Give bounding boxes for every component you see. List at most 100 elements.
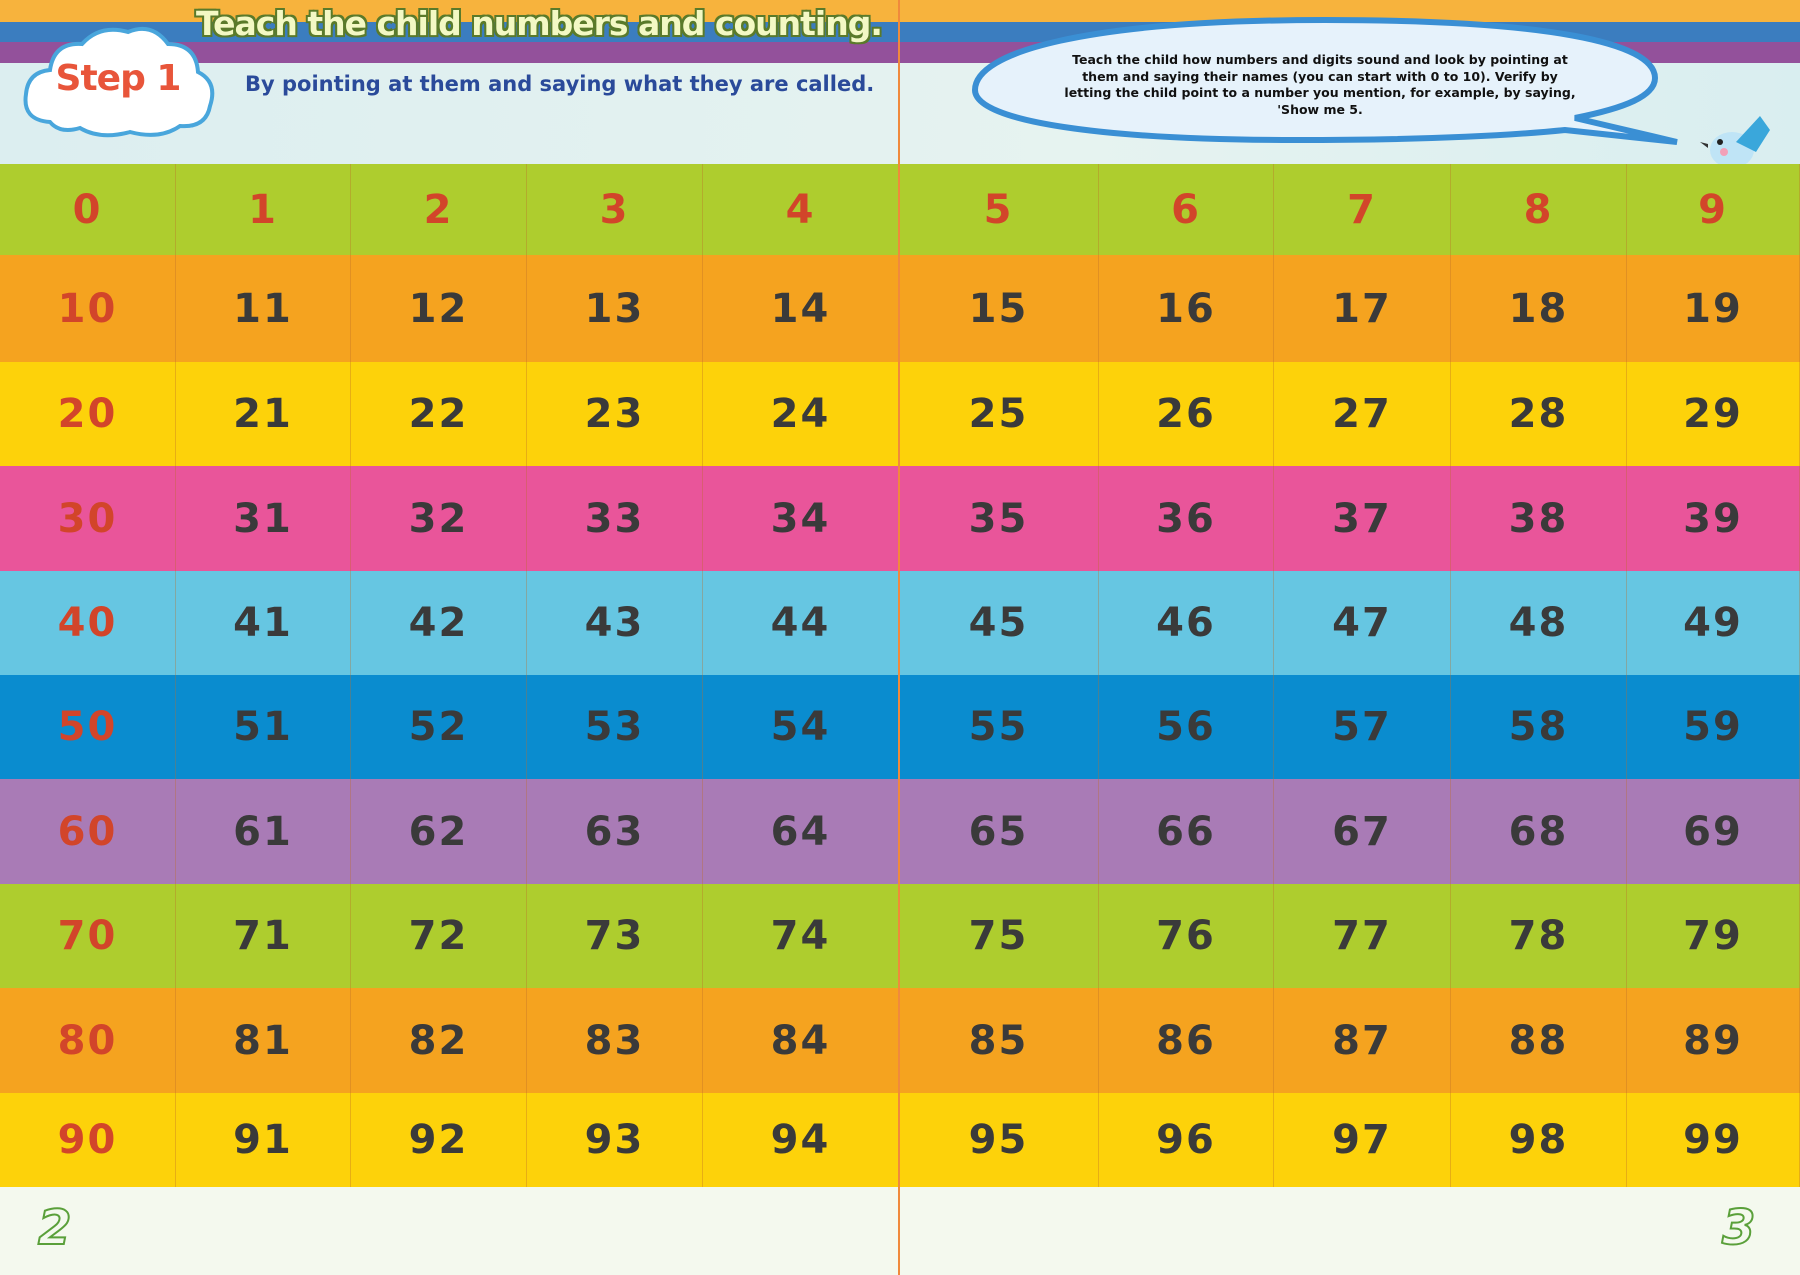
grid-row: 30 31 32 33 34 35 36 37 38 39 <box>0 466 1800 571</box>
number-cell: 19 <box>1627 255 1800 362</box>
grid-row: 80 81 82 83 84 85 86 87 88 89 <box>0 988 1800 1093</box>
number-cell: 44 <box>703 571 899 675</box>
number-cell: 49 <box>1627 571 1800 675</box>
number-cell: 95 <box>899 1093 1099 1187</box>
grid-row: 50 51 52 53 54 55 56 57 58 59 <box>0 675 1800 779</box>
number-cell: 58 <box>1451 675 1627 779</box>
grid-row: 20 21 22 23 24 25 26 27 28 29 <box>0 362 1800 466</box>
number-cell: 15 <box>899 255 1099 362</box>
speech-bubble <box>971 16 1678 145</box>
grid-row: 60 61 62 63 64 65 66 67 68 69 <box>0 779 1800 884</box>
number-cell: 82 <box>351 988 527 1093</box>
number-cell: 90 <box>0 1093 176 1187</box>
number-cell: 75 <box>899 884 1099 988</box>
number-cell: 97 <box>1274 1093 1451 1187</box>
number-grid: 0 1 2 3 4 5 6 7 8 9 10 11 12 13 14 15 16 17 18 19 20 21 22 23 24… <box>0 164 1800 1187</box>
number-cell: 89 <box>1627 988 1800 1093</box>
number-cell: 72 <box>351 884 527 988</box>
grid-row: 90 91 92 93 94 95 96 97 98 99 <box>0 1093 1800 1187</box>
number-cell: 60 <box>0 779 176 884</box>
number-cell: 0 <box>0 164 176 255</box>
number-cell: 14 <box>703 255 899 362</box>
number-cell: 37 <box>1274 466 1451 571</box>
number-cell: 53 <box>527 675 703 779</box>
number-cell: 31 <box>176 466 351 571</box>
number-cell: 39 <box>1627 466 1800 571</box>
number-cell: 16 <box>1099 255 1274 362</box>
number-cell: 88 <box>1451 988 1627 1093</box>
number-cell: 29 <box>1627 362 1800 466</box>
number-cell: 50 <box>0 675 176 779</box>
page-spine-divider <box>898 0 900 1275</box>
number-cell: 13 <box>527 255 703 362</box>
number-cell: 78 <box>1451 884 1627 988</box>
number-cell: 69 <box>1627 779 1800 884</box>
page-number-left: 2 <box>37 1199 72 1257</box>
number-cell: 74 <box>703 884 899 988</box>
number-cell: 76 <box>1099 884 1274 988</box>
number-cell: 22 <box>351 362 527 466</box>
number-cell: 54 <box>703 675 899 779</box>
number-cell: 64 <box>703 779 899 884</box>
subtitle: By pointing at them and saying what they… <box>245 72 875 96</box>
number-cell: 25 <box>899 362 1099 466</box>
number-cell: 62 <box>351 779 527 884</box>
number-cell: 3 <box>527 164 703 255</box>
number-cell: 10 <box>0 255 176 362</box>
number-cell: 86 <box>1099 988 1274 1093</box>
number-cell: 77 <box>1274 884 1451 988</box>
page-number-right: 3 <box>1721 1199 1756 1257</box>
number-cell: 52 <box>351 675 527 779</box>
grid-row: 40 41 42 43 44 45 46 47 48 49 <box>0 571 1800 675</box>
number-cell: 27 <box>1274 362 1451 466</box>
page-footer <box>0 1187 1800 1275</box>
number-cell: 99 <box>1627 1093 1800 1187</box>
number-cell: 24 <box>703 362 899 466</box>
number-cell: 56 <box>1099 675 1274 779</box>
number-cell: 71 <box>176 884 351 988</box>
header-band-orange <box>0 0 1800 22</box>
number-cell: 61 <box>176 779 351 884</box>
number-cell: 36 <box>1099 466 1274 571</box>
number-cell: 45 <box>899 571 1099 675</box>
page-title: Teach the child numbers and counting. <box>196 4 883 43</box>
number-cell: 43 <box>527 571 703 675</box>
number-cell: 4 <box>703 164 899 255</box>
grid-row: 70 71 72 73 74 75 76 77 78 79 <box>0 884 1800 988</box>
number-cell: 47 <box>1274 571 1451 675</box>
number-cell: 92 <box>351 1093 527 1187</box>
number-cell: 81 <box>176 988 351 1093</box>
number-cell: 73 <box>527 884 703 988</box>
number-cell: 9 <box>1627 164 1800 255</box>
number-cell: 5 <box>899 164 1099 255</box>
number-cell: 84 <box>703 988 899 1093</box>
number-cell: 98 <box>1451 1093 1627 1187</box>
number-cell: 30 <box>0 466 176 571</box>
number-cell: 83 <box>527 988 703 1093</box>
bird-icon <box>1700 116 1770 168</box>
number-cell: 1 <box>176 164 351 255</box>
step-label: Step 1 <box>55 58 182 99</box>
number-cell: 32 <box>351 466 527 571</box>
number-cell: 70 <box>0 884 176 988</box>
number-cell: 38 <box>1451 466 1627 571</box>
number-cell: 6 <box>1099 164 1274 255</box>
number-cell: 34 <box>703 466 899 571</box>
number-cell: 21 <box>176 362 351 466</box>
number-cell: 28 <box>1451 362 1627 466</box>
number-cell: 12 <box>351 255 527 362</box>
number-cell: 91 <box>176 1093 351 1187</box>
number-cell: 79 <box>1627 884 1800 988</box>
number-cell: 48 <box>1451 571 1627 675</box>
number-cell: 11 <box>176 255 351 362</box>
number-cell: 33 <box>527 466 703 571</box>
number-cell: 7 <box>1274 164 1451 255</box>
number-cell: 80 <box>0 988 176 1093</box>
grid-row: 10 11 12 13 14 15 16 17 18 19 <box>0 255 1800 362</box>
number-cell: 2 <box>351 164 527 255</box>
number-cell: 51 <box>176 675 351 779</box>
number-cell: 66 <box>1099 779 1274 884</box>
cloud-icon <box>23 27 215 138</box>
number-cell: 41 <box>176 571 351 675</box>
instruction-text: Teach the child how numbers and digits s… <box>1064 52 1576 117</box>
